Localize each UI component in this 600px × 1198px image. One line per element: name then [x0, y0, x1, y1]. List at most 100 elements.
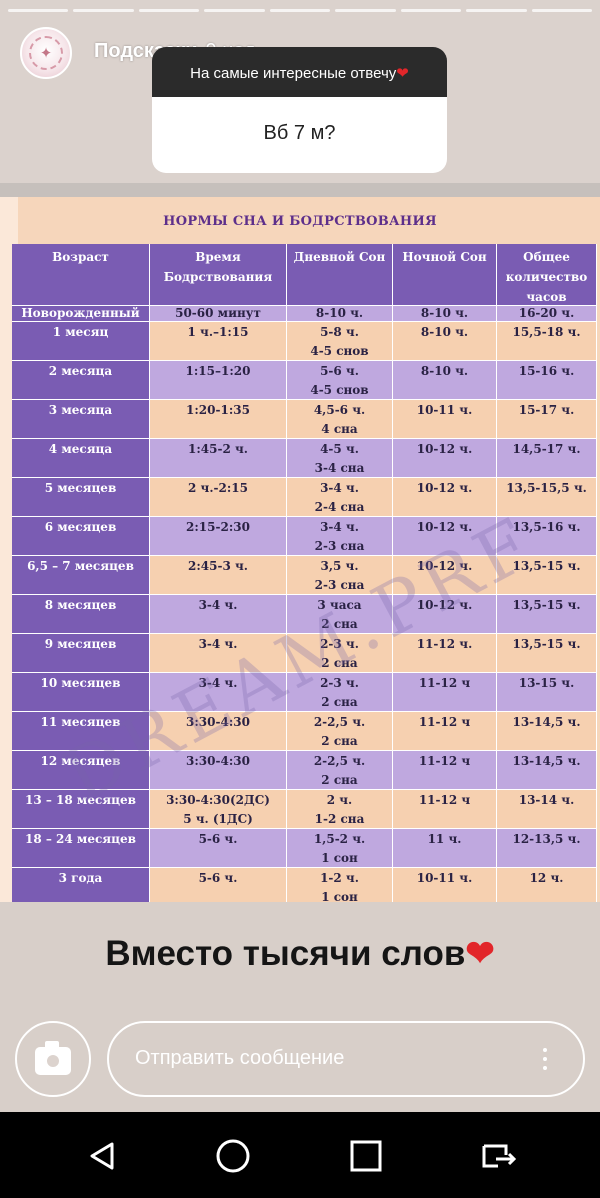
progress-segment — [138, 9, 200, 12]
question-header-text: На самые интересные отвечу — [190, 65, 397, 82]
cell-total-hours: 12-13,5 ч. — [497, 829, 597, 868]
cell-age: 6 месяцев — [12, 517, 150, 556]
column-header-age: Возраст — [12, 244, 150, 306]
cell-day-sleep: 3,5 ч. 2-3 сна — [287, 556, 393, 595]
cell-wake-time: 3:30-4:30 — [150, 751, 287, 790]
nav-back-icon[interactable] — [80, 1134, 124, 1178]
cell-age: 10 месяцев — [12, 673, 150, 712]
cell-night-sleep: 11 ч. — [393, 829, 497, 868]
cell-night-sleep: 10-12 ч. — [393, 478, 497, 517]
cell-text: 9 месяцев — [44, 637, 117, 651]
sleep-table-image: НОРМЫ СНА И БОДРСТВОВАНИЯ Возраст Время Бо… — [0, 197, 600, 902]
question-sticker: На самые интересные отвечу❤ Вб 7 м? — [152, 47, 447, 173]
image-border — [0, 183, 600, 197]
cell-wake-time: 3-4 ч. — [150, 634, 287, 673]
cell-text: 4,5-6 ч. — [313, 403, 366, 417]
cell-total-hours: 13-14,5 ч. — [497, 751, 597, 790]
cell-wake-time: 3:30-4:30 — [150, 712, 287, 751]
cell-text: 8-10 ч. — [420, 364, 469, 378]
cell-text: 2-3 ч. — [320, 676, 359, 690]
cell-day-sleep: 3 часа 2 сна — [287, 595, 393, 634]
cell-age: 4 месяца — [12, 439, 150, 478]
cell-text: 5-6 ч. — [198, 871, 238, 885]
cell-text: 11 месяцев — [40, 715, 121, 729]
story-caption: Вместо тысячи слов❤ — [0, 934, 600, 974]
camera-button[interactable] — [15, 1021, 91, 1097]
cell-text: 1 ч.–1:15 — [187, 325, 249, 339]
cell-age: 3 года — [12, 868, 150, 902]
reply-placeholder: Отправить сообщение — [135, 1047, 345, 1069]
cell-night-sleep: 10-11 ч. — [393, 868, 497, 902]
question-text: Вб 7 м? — [152, 97, 447, 173]
cell-wake-time: 1:20-1:35 — [150, 400, 287, 439]
progress-segment — [204, 9, 265, 12]
cell-wake-time: 1:15–1:20 — [150, 361, 287, 400]
cell-total-hours: 13,5-15 ч. — [497, 556, 597, 595]
cell-day-sleep: 2-2,5 ч. 2 сна — [287, 751, 393, 790]
nav-switch-icon[interactable] — [476, 1134, 520, 1178]
cell-age: 6,5 – 7 месяцев — [12, 556, 150, 595]
cell-text: 2 сна — [321, 734, 358, 748]
cell-age: 1 месяц — [12, 322, 150, 361]
cell-total-hours: 15-16 ч. — [497, 361, 597, 400]
cell-text: 6 месяцев — [44, 520, 117, 534]
cell-total-hours: 16-20 ч. — [497, 306, 597, 322]
nav-home-icon[interactable] — [211, 1134, 255, 1178]
cell-text: 4 месяца — [48, 442, 113, 456]
nav-recents-icon[interactable] — [344, 1134, 388, 1178]
cell-text: 5 месяцев — [44, 481, 117, 495]
reply-input[interactable]: Отправить сообщение — [107, 1021, 585, 1097]
cell-night-sleep: 8-10 ч. — [393, 306, 497, 322]
cell-text: 5-6 ч. — [320, 364, 359, 378]
cell-text: 2 сна — [321, 617, 358, 631]
cell-text: 3 часа — [317, 598, 362, 612]
progress-segment — [531, 9, 592, 12]
cell-text: 3-4 ч. — [198, 637, 238, 651]
avatar[interactable]: ✦ — [20, 27, 72, 79]
heart-icon: ❤ — [465, 934, 495, 973]
cell-text: 15,5-18 ч. — [512, 325, 581, 339]
cell-wake-time: 3-4 ч. — [150, 673, 287, 712]
cell-total-hours: 15-17 ч. — [497, 400, 597, 439]
progress-segment — [400, 9, 462, 12]
cell-text: 3,5 ч. — [320, 559, 359, 573]
cell-night-sleep: 11-12 ч — [393, 712, 497, 751]
cell-age: 3 месяца — [12, 400, 150, 439]
cell-text: 12-13,5 ч. — [512, 832, 581, 846]
cell-age: 11 месяцев — [12, 712, 150, 751]
cell-text: 2-2,5 ч. — [313, 754, 366, 768]
cell-text: 2-3 сна — [314, 578, 365, 592]
cell-total-hours: 13-14 ч. — [497, 790, 597, 829]
cell-wake-time: 3-4 ч. — [150, 595, 287, 634]
cell-text: 15-17 ч. — [518, 403, 575, 417]
cell-wake-time: 5-6 ч. — [150, 829, 287, 868]
heart-icon: ❤ — [396, 65, 409, 82]
cell-text: 13-14,5 ч. — [512, 754, 581, 768]
cell-text: 5 ч. (1ДС) — [183, 812, 253, 826]
cell-text: 13-14 ч. — [518, 793, 575, 807]
cell-text: 2-3 ч. — [320, 637, 359, 651]
cell-text: 15-16 ч. — [518, 364, 575, 378]
cell-night-sleep: 11-12 ч — [393, 790, 497, 829]
cell-text: 13,5-16 ч. — [512, 520, 581, 534]
cell-day-sleep: 1,5-2 ч. 1 сон — [287, 829, 393, 868]
cell-text: часов — [526, 290, 567, 304]
cell-text: 18 – 24 месяцев — [25, 832, 136, 846]
cell-day-sleep: 4,5-6 ч. 4 сна — [287, 400, 393, 439]
cell-night-sleep: 10-12 ч. — [393, 439, 497, 478]
cell-day-sleep: 3-4 ч. 2-3 сна — [287, 517, 393, 556]
cell-night-sleep: 11-12 ч. — [393, 634, 497, 673]
cell-text: 3:30-4:30 — [186, 754, 250, 768]
cell-age: 13 – 18 месяцев — [12, 790, 150, 829]
cell-day-sleep: 2-3 ч. 2 сна — [287, 673, 393, 712]
cell-text: 12 месяцев — [40, 754, 121, 768]
cell-age: 8 месяцев — [12, 595, 150, 634]
more-vertical-icon[interactable] — [543, 1048, 547, 1075]
cell-total-hours: 13,5-16 ч. — [497, 517, 597, 556]
progress-segment — [335, 9, 396, 12]
cell-age: 9 месяцев — [12, 634, 150, 673]
cell-text: Дневной Сон — [293, 250, 386, 264]
cell-night-sleep: 8-10 ч. — [393, 322, 497, 361]
cell-text: 13-15 ч. — [518, 676, 575, 690]
cell-text: 13,5-15 ч. — [512, 559, 581, 573]
